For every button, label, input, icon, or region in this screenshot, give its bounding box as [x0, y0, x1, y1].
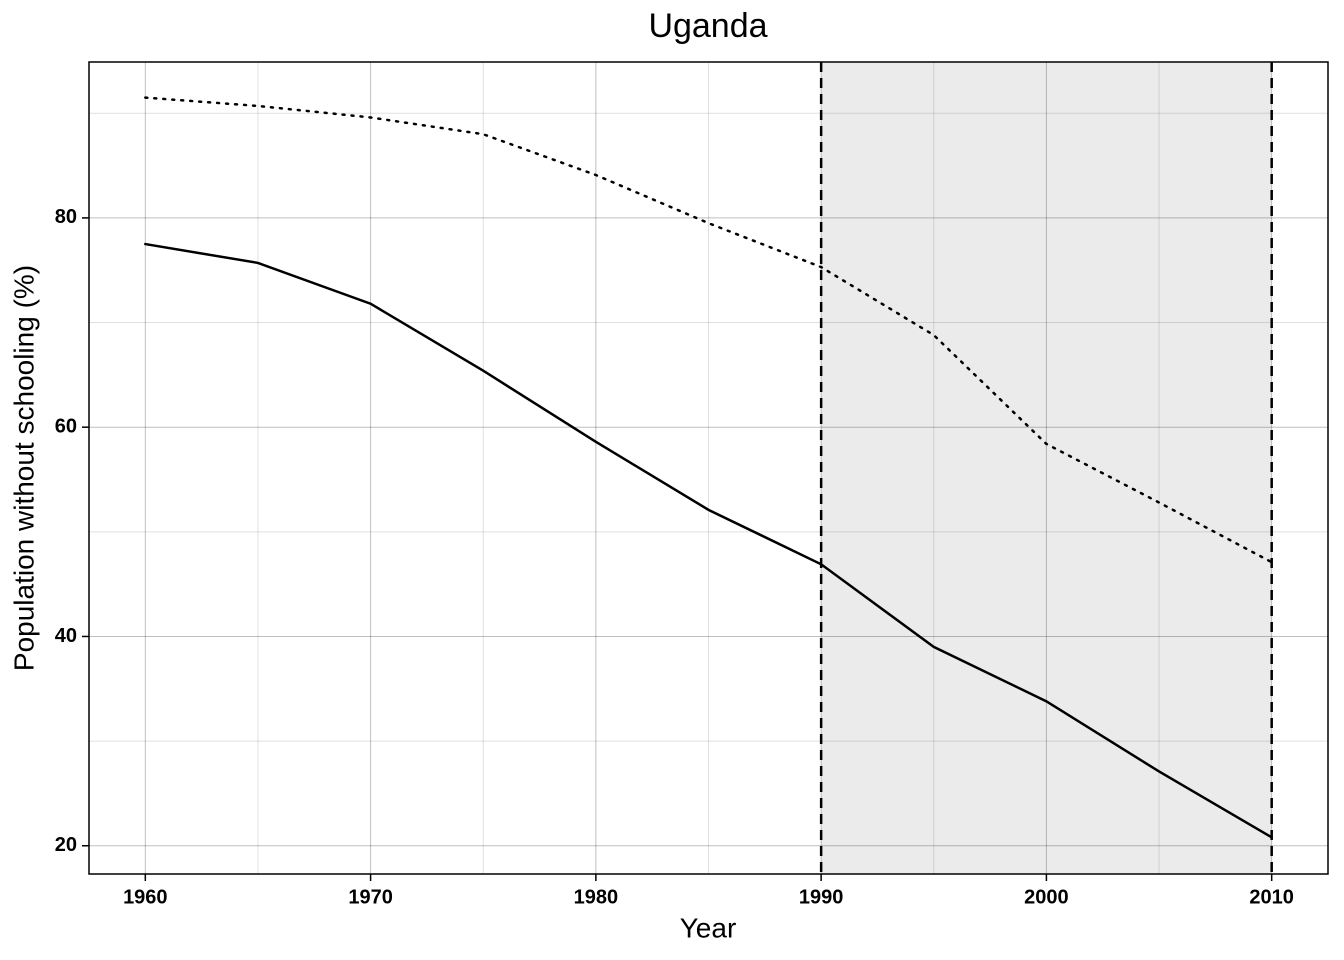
- x-tick-label: 1980: [574, 886, 619, 908]
- x-tick-label: 1960: [123, 886, 168, 908]
- y-tick-label: 60: [55, 415, 77, 437]
- y-tick-label: 20: [55, 834, 77, 856]
- y-axis-label: Population without schooling (%): [8, 265, 39, 671]
- x-tick-label: 1990: [799, 886, 844, 908]
- y-tick-label: 40: [55, 625, 77, 647]
- series-line: [144, 242, 1273, 839]
- shaded-range: [821, 62, 1272, 874]
- y-tick-label: 80: [55, 206, 77, 228]
- x-axis-label: Year: [680, 912, 737, 943]
- x-tick-label: 1970: [348, 886, 393, 908]
- x-tick-label: 2010: [1249, 886, 1294, 908]
- series-line: [144, 96, 1273, 564]
- x-tick-label: 2000: [1024, 886, 1069, 908]
- chart-title: Uganda: [648, 7, 767, 45]
- plot-frame: [88, 61, 1329, 875]
